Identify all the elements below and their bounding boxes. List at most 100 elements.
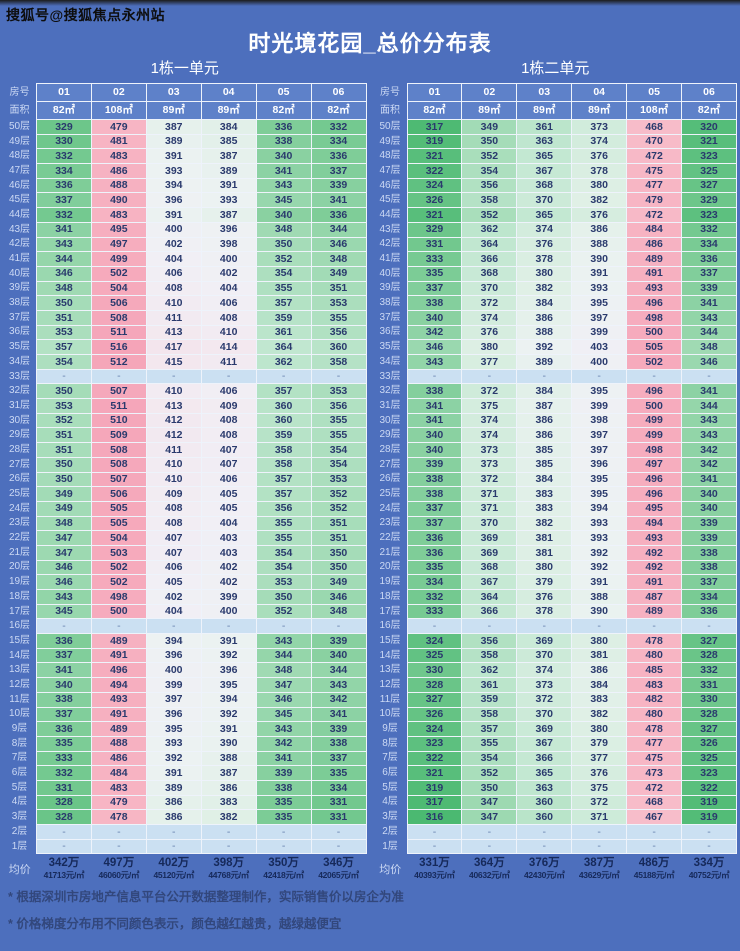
price-cell: 496 [90, 662, 147, 679]
price-cell: 371 [461, 486, 518, 502]
price-cell: 338 [406, 295, 463, 311]
price-cell: 348 [310, 251, 367, 267]
floor-row: 42层 343 497 402 398 350 346 [3, 236, 367, 253]
floor-row: 39层 337 370 382 393 493 339 [374, 280, 737, 297]
floor-label: 47层 [8, 164, 31, 176]
price-cell: 499 [90, 251, 147, 267]
floor-label: 38层 [379, 297, 401, 309]
price-cell: 397 [571, 427, 628, 444]
price-cell: 379 [516, 574, 573, 590]
floor-label: 32层 [379, 385, 401, 397]
price-cell: 404 [145, 251, 202, 267]
price-cell: 375 [461, 398, 518, 414]
price-cell: 493 [90, 691, 147, 708]
price-cell: 336 [406, 530, 463, 546]
price-cell-empty: - [626, 838, 683, 855]
price-cell: 344 [681, 398, 737, 414]
price-cell: 362 [255, 354, 312, 370]
floor-row: 25层 338 371 383 395 496 340 [374, 486, 737, 502]
price-cell: 406 [200, 295, 257, 311]
price-cell: 478 [90, 809, 147, 825]
average-cell: 342万 41713元/㎡ [37, 854, 92, 887]
floor-row: 46层 324 356 368 380 477 327 [374, 177, 737, 194]
unit-title: 1栋一单元 [150, 60, 219, 77]
price-cell: 360 [255, 412, 312, 429]
price-cell: 339 [310, 633, 367, 649]
price-cell-empty: - [406, 824, 463, 840]
area-header: 89㎡ [200, 101, 257, 120]
price-cell: 355 [461, 735, 518, 752]
price-cell: 349 [461, 119, 518, 135]
room-number-header: 04 [200, 83, 257, 102]
floor-label: 26层 [379, 473, 401, 485]
floor-label: 15层 [8, 634, 31, 646]
price-cell: 483 [90, 207, 147, 223]
price-cell: 494 [626, 515, 683, 532]
price-cell: 407 [145, 544, 202, 561]
price-cell: 350 [310, 559, 367, 576]
price-cell: 360 [516, 794, 573, 811]
floor-label: 46层 [8, 179, 31, 191]
price-cell-empty: - [461, 838, 518, 855]
price-cell: 337 [681, 265, 737, 282]
price-cell: 389 [145, 779, 202, 796]
price-cell: 411 [200, 354, 257, 370]
price-cell: 357 [255, 383, 312, 400]
floor-label: 4层 [11, 796, 28, 808]
average-total-price: 350万 [268, 857, 299, 870]
price-cell: 374 [461, 309, 518, 326]
floor-row: 26层 338 372 384 395 496 341 [374, 471, 737, 488]
floor-row: 47层 334 486 393 389 341 337 [3, 163, 367, 179]
room-number-header: 02 [461, 83, 518, 102]
floor-label: 36层 [8, 326, 31, 338]
area-header: 82㎡ [36, 101, 92, 120]
area-header: 108㎡ [90, 101, 147, 120]
price-cell: 349 [310, 574, 367, 590]
price-cell-empty: - [571, 824, 628, 840]
price-cell: 340 [36, 677, 92, 693]
floor-row: 33层 - - - - - - [3, 368, 367, 385]
price-cell-empty: - [90, 368, 147, 385]
price-cell: 362 [461, 221, 518, 238]
price-cell: 370 [461, 515, 518, 532]
floor-row: 30层 341 374 386 398 499 343 [374, 412, 737, 429]
floor-label: 32层 [8, 385, 31, 397]
price-cell: 392 [145, 750, 202, 767]
floor-row: 12层 340 494 399 395 347 343 [3, 677, 367, 693]
price-cell: 362 [461, 662, 518, 679]
price-cell: 368 [516, 177, 573, 194]
price-cell: 390 [571, 251, 628, 267]
price-cell: 335 [36, 735, 92, 752]
price-cell: 380 [516, 559, 573, 576]
floor-row: 45层 337 490 396 393 345 341 [3, 192, 367, 209]
price-cell: 348 [681, 339, 737, 355]
price-cell: 386 [200, 779, 257, 796]
price-cell: 396 [145, 192, 202, 209]
area-header: 82㎡ [310, 101, 367, 120]
price-cell: 383 [516, 486, 573, 502]
price-cell-empty: - [310, 368, 367, 385]
average-total-price: 486万 [638, 857, 670, 870]
average-cell: 497万 46060元/㎡ [91, 854, 146, 887]
price-cell: 489 [90, 633, 147, 649]
price-cell: 361 [255, 324, 312, 341]
price-cell: 341 [310, 706, 367, 723]
average-unit-price: 40632元/㎡ [469, 869, 510, 880]
price-cell: 373 [461, 442, 518, 458]
price-cell: 374 [461, 427, 518, 444]
price-cell: 494 [90, 677, 147, 693]
price-cell: 357 [461, 721, 518, 737]
price-cell: 372 [461, 383, 518, 400]
price-cell: 400 [145, 221, 202, 238]
floor-label: 17层 [379, 605, 401, 617]
price-cell: 334 [406, 574, 463, 590]
floor-label: 39层 [8, 282, 31, 294]
price-cell: 378 [516, 251, 573, 267]
price-cell: 327 [681, 177, 737, 194]
price-cell: 402 [145, 236, 202, 253]
price-cell: 381 [516, 544, 573, 561]
price-cell: 367 [516, 735, 573, 752]
price-cell: 343 [255, 177, 312, 194]
price-cell: 341 [255, 163, 312, 179]
price-cell: 357 [255, 486, 312, 502]
